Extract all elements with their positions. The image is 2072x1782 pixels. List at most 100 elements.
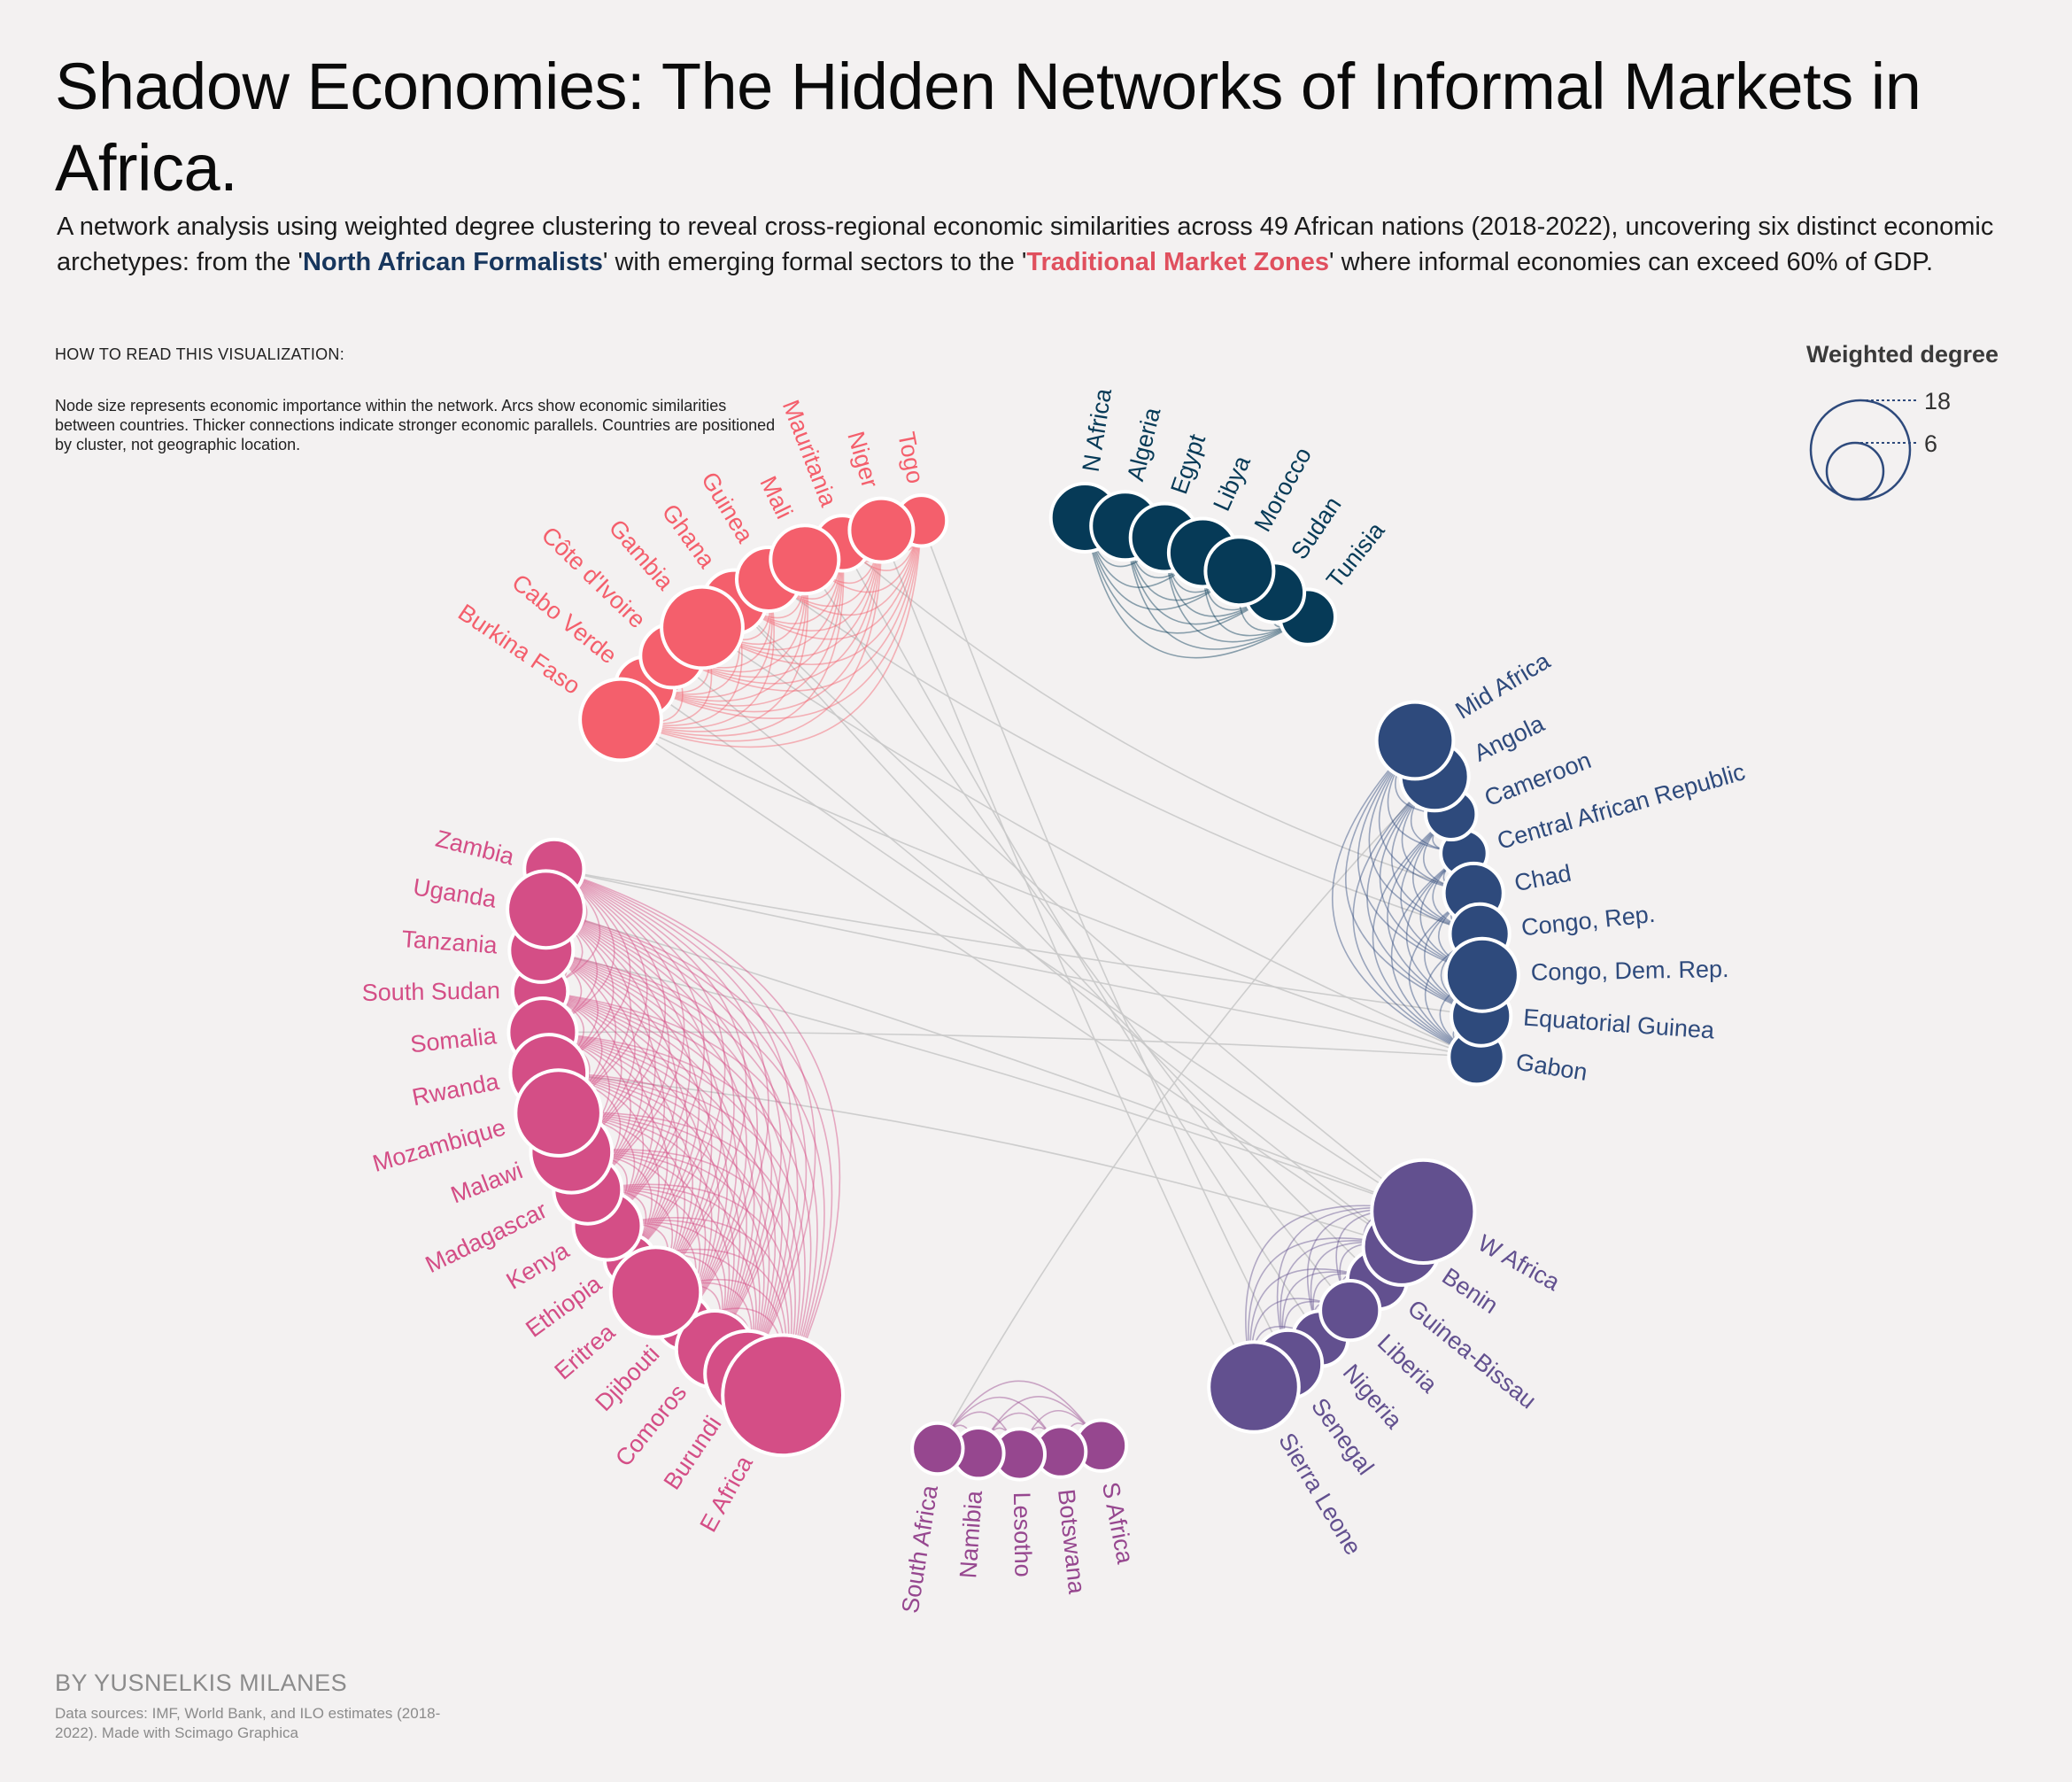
cluster-link [542,1031,729,1323]
cross-link [701,626,1477,1058]
cluster-link [620,520,923,748]
label-kenya: Kenya [502,1236,575,1295]
node-liberia[interactable] [1318,1279,1382,1343]
how-to-read-body: Node size represents economic importance… [55,397,776,453]
cluster-link [541,949,747,1323]
cluster-link [545,909,808,1375]
node-mozambique[interactable] [514,1068,603,1158]
label-libya: Libya [1208,451,1256,515]
cross-link [768,578,1481,935]
cluster-link [571,1150,765,1375]
node-eritrea[interactable] [608,1245,703,1339]
label-malawi: Malawi [447,1157,526,1208]
cluster-link [1372,813,1477,1058]
cluster-link [620,578,775,729]
cluster-link [645,530,883,713]
cluster-link [545,909,670,1190]
node-mali[interactable] [769,523,841,596]
cluster-link [541,949,677,1227]
node-south-africa[interactable] [910,1421,965,1476]
cluster-link [542,1031,812,1396]
cluster-link [671,530,883,685]
cluster-link [553,868,792,1350]
page-title: Shadow Economies: The Hidden Networks of… [55,50,1921,205]
cluster-link [1391,776,1481,935]
cluster-link [541,949,825,1396]
cluster-link [545,909,691,1227]
cluster-link [671,543,844,678]
cross-link [542,1031,1477,1058]
cluster-link [620,530,883,742]
cross-link [804,559,1351,1312]
cluster-link [607,1220,757,1375]
cluster-link [558,1112,741,1350]
cluster-link [542,1031,678,1261]
cluster-link [620,543,845,737]
cluster-link [548,1072,669,1261]
cluster-link [1387,813,1482,1017]
cluster-link [545,909,713,1261]
label-equatorial-guinea: Equatorial Guinea [1522,1004,1716,1044]
label-mid-africa: Mid Africa [1451,647,1556,724]
cluster-link [541,949,723,1293]
cross-cluster-links [541,520,1481,1449]
cluster-link [1124,525,1275,625]
cross-link [620,718,1403,1248]
label-rwanda: Rwanda [410,1068,502,1112]
cluster-link [645,520,923,719]
label-south-africa: South Africa [897,1483,944,1615]
node-congo-dem-rep[interactable] [1443,936,1520,1013]
size-legend: 18 6 [1809,388,1951,501]
node-sierra-leone[interactable] [1207,1340,1301,1434]
subtitle-text-3: ' where informal economies can exceed 60… [1329,248,1934,276]
label-lesotho: Lesotho [1009,1491,1037,1577]
cluster-link [539,990,738,1323]
cluster-link [1084,517,1275,634]
label-namibia: Namibia [955,1489,987,1579]
cluster-link [553,868,706,1227]
cluster-link [548,1072,806,1396]
cross-link [671,655,1403,1248]
cluster-link [768,520,923,616]
cross-link [545,909,1424,1213]
node-gambia[interactable] [660,585,745,670]
cluster-link [1124,525,1309,650]
node-uganda[interactable] [506,869,586,950]
node-morocco[interactable] [1203,535,1276,608]
cluster-link [1352,776,1477,1058]
cross-link [541,949,1424,1213]
label-south-sudan: South Sudan [361,977,500,1006]
cluster-link [553,868,747,1293]
cross-link [880,530,1255,1388]
cluster-link [548,1072,720,1323]
cluster-link [587,1187,731,1350]
label-tanzania: Tanzania [401,926,499,959]
cluster-link [539,990,763,1350]
cluster-link [548,1072,777,1375]
cluster-link [553,868,816,1375]
node-w-africa[interactable] [1370,1158,1477,1266]
cluster-link [1379,776,1483,976]
node-mid-africa[interactable] [1374,700,1456,781]
node-niger[interactable] [847,496,916,564]
cluster-link [937,1380,1102,1449]
cluster-link [571,1149,796,1396]
cluster-link [1368,740,1481,935]
label-chad: Chad [1512,860,1573,897]
cluster-link [1408,892,1477,1058]
cluster-link [701,530,883,658]
cluster-link [539,990,665,1227]
legend-circle-large [1809,399,1912,501]
cross-link [841,542,1474,895]
legend-value-small: 6 [1924,430,1937,457]
label-togo: Togo [893,430,929,485]
label-benin: Benin [1437,1263,1503,1319]
node-e-africa[interactable] [721,1333,845,1458]
label-s-africa: S Africa [1097,1480,1139,1567]
cluster-link [1332,740,1477,1058]
node-burkina-faso[interactable] [578,677,663,763]
subtitle-text-1: A network analysis using weighted degree… [57,213,1994,276]
cluster-link [553,868,648,1114]
cluster-link [553,868,769,1323]
